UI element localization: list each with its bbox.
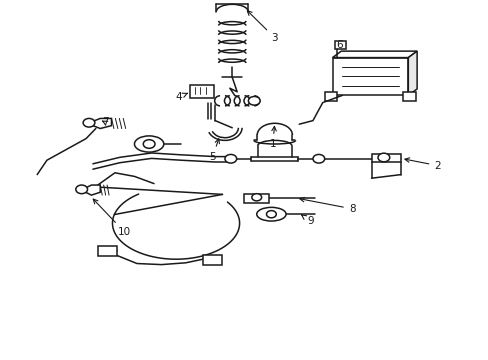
Ellipse shape (134, 136, 163, 152)
Polygon shape (244, 194, 268, 203)
Text: 7: 7 (102, 117, 108, 127)
Bar (98, 246, 117, 256)
Bar (189, 85, 214, 98)
Circle shape (76, 185, 87, 194)
Polygon shape (371, 154, 400, 162)
Text: 1: 1 (269, 126, 276, 149)
Circle shape (377, 153, 389, 162)
Polygon shape (407, 51, 416, 95)
Bar (325, 92, 337, 101)
Bar (403, 92, 415, 101)
Text: 9: 9 (301, 215, 313, 226)
Circle shape (224, 154, 236, 163)
Text: 5: 5 (209, 139, 219, 162)
Circle shape (143, 140, 155, 148)
Text: 10: 10 (93, 199, 131, 237)
Circle shape (248, 96, 260, 105)
Bar (334, 41, 345, 49)
Text: 8: 8 (299, 197, 355, 214)
Bar (203, 255, 222, 265)
Circle shape (251, 194, 261, 201)
Text: 2: 2 (404, 158, 440, 171)
Circle shape (83, 118, 95, 127)
Text: 3: 3 (247, 11, 278, 43)
Circle shape (266, 211, 276, 218)
Polygon shape (93, 118, 111, 129)
Circle shape (312, 154, 324, 163)
Ellipse shape (256, 207, 285, 221)
Text: 6: 6 (336, 40, 343, 50)
Text: 4: 4 (175, 92, 187, 102)
Polygon shape (332, 51, 416, 58)
Polygon shape (85, 185, 100, 195)
Bar (332, 58, 407, 95)
